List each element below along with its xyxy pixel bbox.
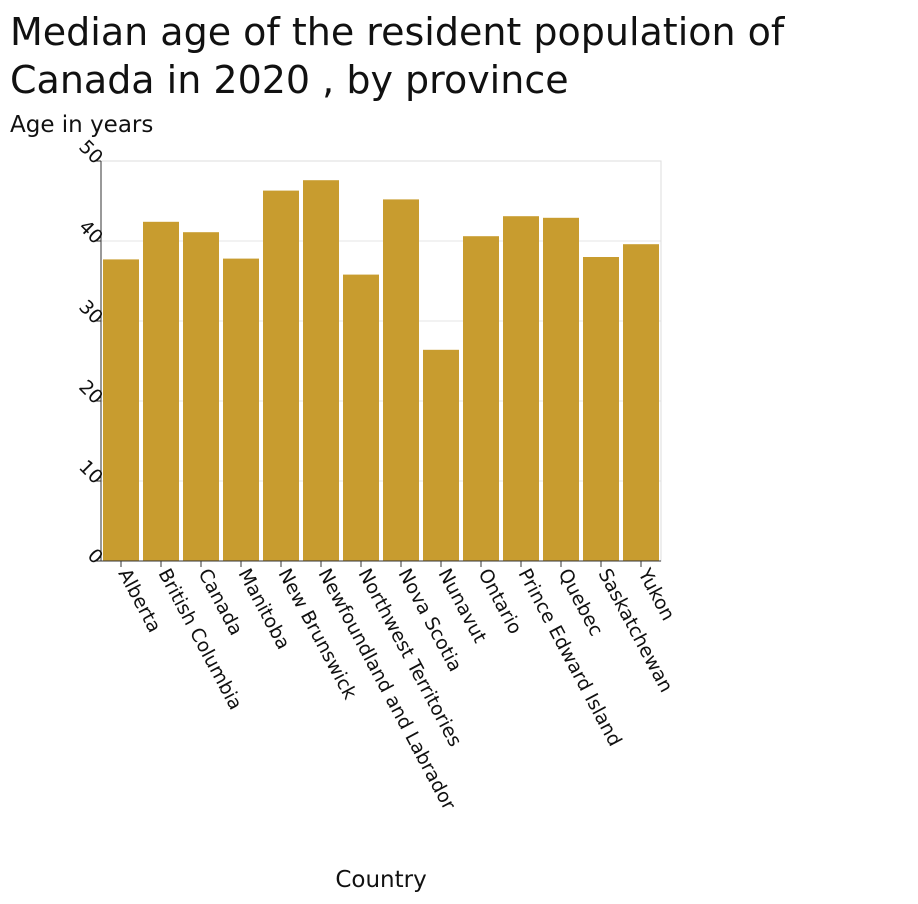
bar <box>263 190 299 561</box>
bars <box>103 180 659 562</box>
bar <box>463 236 499 561</box>
y-tick-label: 20 <box>74 376 107 409</box>
bar <box>223 258 259 561</box>
y-axis-label: Age in years <box>10 112 153 138</box>
y-tick-label: 40 <box>74 216 107 249</box>
y-tick-labels: 0 10 20 30 40 50 <box>74 136 107 569</box>
y-tick-label: 0 <box>83 544 107 568</box>
bar <box>503 216 539 561</box>
bar <box>183 232 219 561</box>
bar <box>583 257 619 561</box>
y-tick-label: 30 <box>74 296 107 329</box>
axes <box>100 161 661 562</box>
bar <box>343 274 379 561</box>
bar <box>423 349 459 561</box>
bar <box>543 217 579 562</box>
bar <box>303 180 339 561</box>
bar <box>143 221 179 562</box>
bar <box>383 199 419 561</box>
chart-title: Median age of the resident population of… <box>10 10 785 102</box>
y-tick-label: 50 <box>74 136 107 169</box>
x-tick-label: Saskatchewan <box>594 565 678 696</box>
x-axis-label: Country <box>335 867 426 893</box>
bar <box>623 244 659 561</box>
bar <box>103 259 139 561</box>
y-tick-label: 10 <box>74 456 107 489</box>
